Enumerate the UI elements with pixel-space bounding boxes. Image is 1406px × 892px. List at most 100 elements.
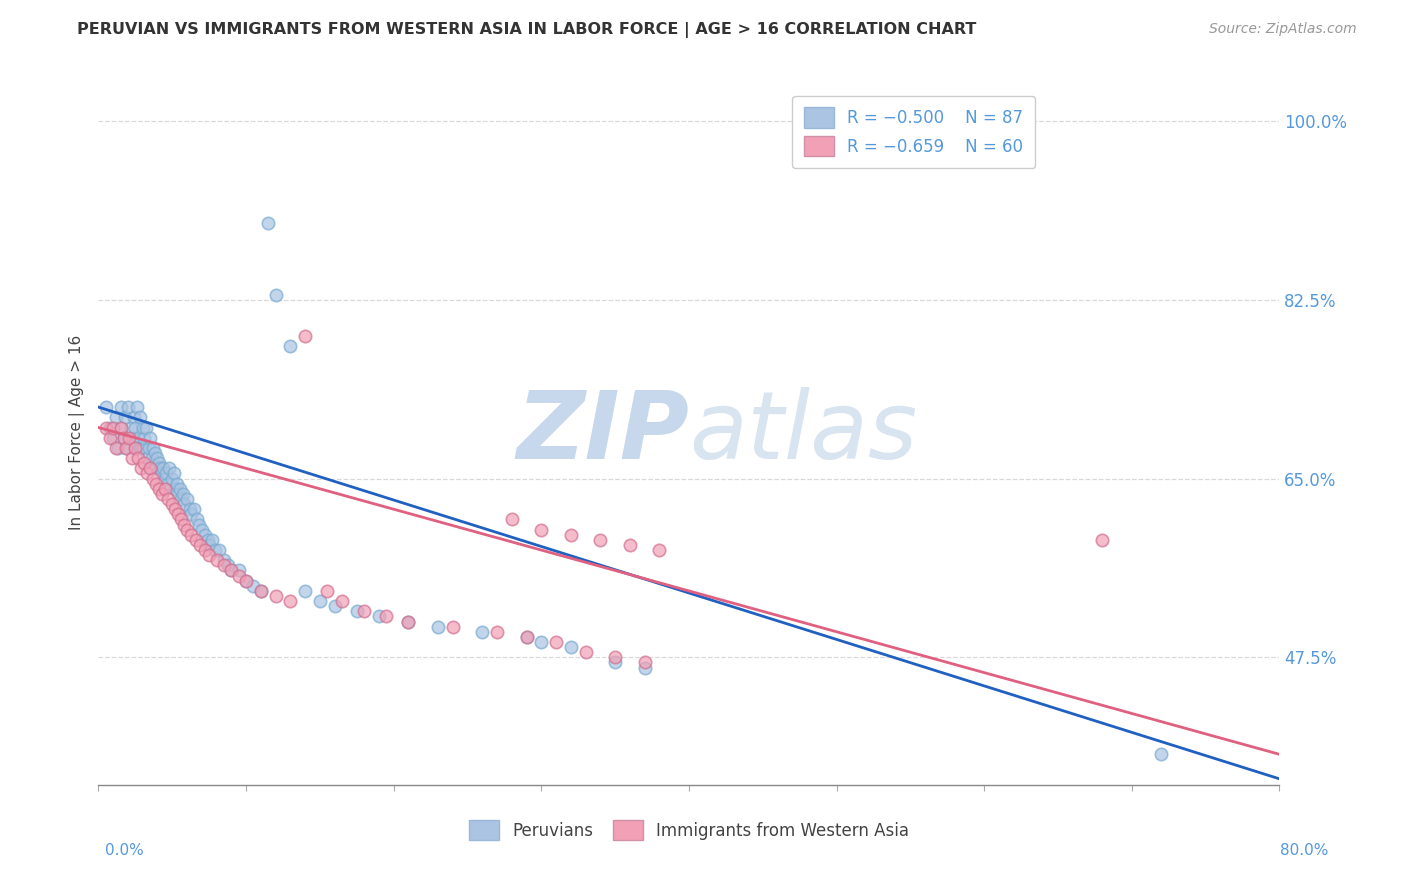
Point [427, 620, 450, 634]
Point [184, 533, 207, 547]
Point [546, 635, 568, 649]
Point [165, 482, 187, 496]
Point [149, 461, 172, 475]
Point [136, 451, 159, 466]
Point [173, 497, 195, 511]
Point [176, 491, 198, 506]
Point [127, 431, 149, 445]
Point [398, 615, 420, 629]
Point [141, 451, 163, 466]
Point [471, 624, 494, 639]
Point [143, 446, 166, 460]
Point [294, 328, 316, 343]
Point [198, 548, 221, 562]
Point [129, 441, 152, 455]
Point [153, 472, 176, 486]
Point [648, 543, 671, 558]
Point [138, 441, 160, 455]
Point [103, 420, 125, 434]
Point [212, 558, 235, 573]
Point [187, 517, 209, 532]
Point [115, 441, 138, 455]
Point [125, 400, 148, 414]
Point [132, 441, 155, 455]
Point [250, 583, 273, 598]
Point [148, 456, 170, 470]
Point [172, 487, 194, 501]
Point [145, 461, 167, 475]
Point [142, 441, 165, 455]
Point [157, 461, 180, 475]
Point [98, 431, 121, 445]
Point [105, 441, 128, 455]
Point [124, 441, 146, 455]
Point [142, 472, 165, 486]
Point [162, 472, 183, 486]
Point [139, 431, 162, 445]
Point [257, 216, 280, 230]
Point [264, 287, 287, 301]
Point [235, 574, 257, 588]
Point [167, 487, 190, 501]
Point [208, 543, 231, 558]
Y-axis label: In Labor Force | Age > 16: In Labor Force | Age > 16 [69, 335, 84, 530]
Text: 80.0%: 80.0% [1281, 843, 1329, 858]
Point [170, 512, 193, 526]
Text: atlas: atlas [689, 387, 917, 478]
Point [173, 517, 195, 532]
Point [180, 508, 202, 522]
Text: PERUVIAN VS IMMIGRANTS FROM WESTERN ASIA IN LABOR FORCE | AGE > 16 CORRELATION C: PERUVIAN VS IMMIGRANTS FROM WESTERN ASIA… [77, 22, 977, 38]
Point [156, 491, 179, 506]
Point [120, 420, 142, 434]
Point [169, 482, 191, 496]
Point [194, 527, 217, 541]
Point [368, 609, 391, 624]
Point [294, 583, 316, 598]
Point [235, 574, 257, 588]
Point [127, 451, 149, 466]
Point [204, 543, 226, 558]
Point [264, 589, 287, 603]
Point [191, 523, 214, 537]
Point [105, 410, 128, 425]
Point [250, 583, 273, 598]
Point [280, 339, 302, 353]
Point [280, 594, 302, 608]
Point [316, 583, 339, 598]
Point [309, 594, 332, 608]
Point [165, 502, 187, 516]
Point [323, 599, 346, 614]
Point [560, 640, 582, 654]
Point [124, 441, 146, 455]
Point [530, 523, 553, 537]
Point [110, 400, 132, 414]
Point [134, 456, 156, 470]
Point [112, 431, 135, 445]
Point [134, 431, 156, 445]
Point [605, 656, 627, 670]
Point [605, 650, 627, 665]
Point [121, 451, 143, 466]
Point [155, 467, 177, 481]
Point [117, 400, 139, 414]
Text: 0.0%: 0.0% [105, 843, 145, 858]
Point [221, 564, 243, 578]
Point [128, 410, 150, 425]
Point [176, 523, 198, 537]
Point [634, 660, 657, 674]
Point [516, 630, 538, 644]
Point [135, 420, 157, 434]
Point [346, 604, 368, 618]
Point [170, 491, 193, 506]
Point [398, 615, 420, 629]
Point [221, 564, 243, 578]
Point [139, 461, 162, 475]
Point [530, 635, 553, 649]
Point [228, 564, 250, 578]
Point [353, 604, 375, 618]
Legend: Peruvians, Immigrants from Western Asia: Peruvians, Immigrants from Western Asia [463, 814, 915, 847]
Point [589, 533, 612, 547]
Point [103, 431, 125, 445]
Point [197, 533, 219, 547]
Point [148, 482, 170, 496]
